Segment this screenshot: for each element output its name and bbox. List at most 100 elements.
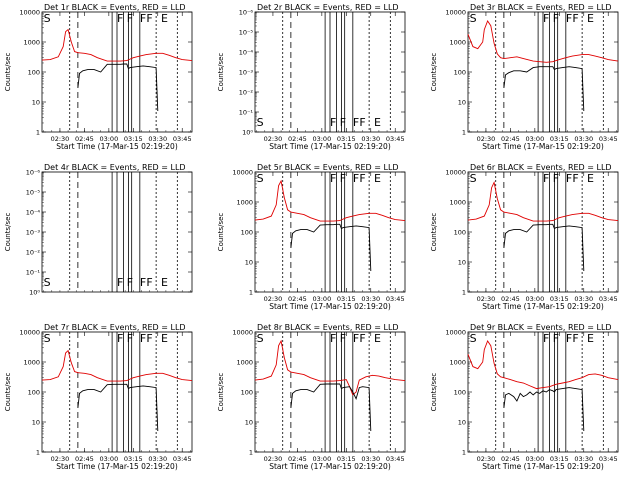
x-axis-label: Start Time (17-Mar-15 02:19:20): [269, 142, 391, 151]
y-tick-label: 10: [245, 419, 253, 427]
x-tick-label: 03:30: [148, 135, 167, 143]
marker-label: E: [161, 12, 168, 25]
marker-label: S: [44, 276, 51, 289]
marker-label: F: [117, 276, 123, 289]
y-tick-label: 10000: [445, 9, 466, 17]
y-tick-label: 10⁰: [242, 129, 253, 137]
y-tick-label: 1: [249, 449, 253, 457]
marker-label: E: [374, 116, 381, 129]
marker-label: F: [127, 332, 133, 345]
marker-label: E: [374, 172, 381, 185]
y-tick-label: 1: [462, 289, 466, 297]
events-series: [503, 66, 585, 112]
events-series: [290, 223, 372, 272]
marker-label: S: [470, 172, 477, 185]
marker-label: F: [572, 332, 578, 345]
marker-label: F: [340, 116, 346, 129]
marker-label: F: [146, 12, 152, 25]
y-tick-label: 10000: [19, 9, 40, 17]
x-tick-label: 02:30: [477, 295, 496, 303]
x-tick-label: 02:30: [264, 135, 283, 143]
x-tick-label: 03:45: [599, 135, 618, 143]
lld-series: [41, 28, 193, 62]
y-tick-label: 1000: [236, 359, 253, 367]
y-tick-label: 1000: [236, 199, 253, 207]
events-series: [290, 383, 372, 432]
x-tick-label: 03:30: [361, 455, 380, 463]
marker-label: F: [340, 172, 346, 185]
y-axis-label: Counts/sec: [217, 53, 225, 92]
panel-2: Det 2r BLACK = Events, RED = LLD 10⁰ 10⁻¹ 1…: [217, 3, 406, 151]
y-tick-label: 10⁻⁶: [26, 169, 41, 177]
marker-label: E: [374, 332, 381, 345]
panel-title: Det 9r BLACK = Events, RED = LLD: [470, 323, 612, 332]
panel-title: Det 8r BLACK = Events, RED = LLD: [257, 323, 399, 332]
marker-label: F: [359, 172, 365, 185]
x-tick-label: 02:45: [288, 295, 307, 303]
y-tick-label: 100: [241, 229, 253, 237]
marker-label: F: [330, 332, 336, 345]
y-tick-label: 1: [36, 129, 40, 137]
x-tick-label: 02:45: [288, 135, 307, 143]
x-tick-label: 02:45: [501, 455, 520, 463]
panel-title: Det 7r BLACK = Events, RED = LLD: [44, 323, 186, 332]
y-tick-label: 100: [454, 389, 466, 397]
x-tick-label: 03:15: [124, 135, 143, 143]
y-tick-label: 10: [32, 99, 40, 107]
y-tick-label: 10: [245, 259, 253, 267]
marker-label: F: [572, 172, 578, 185]
x-tick-label: 03:15: [337, 295, 356, 303]
x-tick-label: 03:00: [99, 135, 118, 143]
marker-label: E: [587, 332, 594, 345]
x-tick-label: 03:15: [337, 135, 356, 143]
y-tick-label: 100: [454, 229, 466, 237]
marker-label: S: [257, 172, 264, 185]
lld-series: [467, 180, 619, 222]
x-tick-label: 03:15: [124, 455, 143, 463]
marker-label: F: [566, 172, 572, 185]
y-tick-label: 10⁻⁵: [239, 29, 254, 37]
y-axis-label: Counts/sec: [4, 373, 12, 412]
marker-label: S: [257, 332, 264, 345]
y-tick-label: 10000: [19, 329, 40, 337]
panel-3: Det 3r BLACK = Events, RED = LLD 1 10 100 10…: [430, 3, 619, 151]
marker-label: F: [553, 332, 559, 345]
x-tick-label: 03:30: [148, 455, 167, 463]
marker-label: F: [146, 332, 152, 345]
marker-label: F: [359, 332, 365, 345]
y-tick-label: 100: [28, 69, 40, 77]
marker-label: S: [44, 332, 51, 345]
y-axis-label: Counts/sec: [4, 213, 12, 252]
marker-label: F: [140, 332, 146, 345]
panel-1: Det 1r BLACK = Events, RED = LLD 1 10 100 10…: [4, 3, 193, 151]
y-tick-label: 10000: [232, 329, 253, 337]
x-tick-label: 03:00: [312, 135, 331, 143]
marker-label: S: [470, 12, 477, 25]
y-tick-label: 10000: [232, 169, 253, 177]
marker-label: E: [587, 12, 594, 25]
y-tick-label: 10⁰: [29, 289, 40, 297]
marker-label: F: [359, 116, 365, 129]
x-tick-label: 02:45: [288, 455, 307, 463]
panel-8: Det 8r BLACK = Events, RED = LLD 1 10 100 10…: [217, 323, 406, 471]
marker-label: F: [146, 276, 152, 289]
y-tick-label: 1: [249, 289, 253, 297]
x-tick-label: 02:30: [264, 455, 283, 463]
x-tick-label: 02:30: [477, 455, 496, 463]
x-tick-label: 03:15: [550, 295, 569, 303]
marker-label: F: [543, 172, 549, 185]
y-axis-label: Counts/sec: [430, 213, 438, 252]
y-tick-label: 10: [458, 259, 466, 267]
y-tick-label: 10⁻¹: [239, 109, 254, 117]
x-tick-label: 03:30: [574, 295, 593, 303]
y-axis-label: Counts/sec: [430, 373, 438, 412]
marker-label: F: [127, 276, 133, 289]
y-tick-label: 10⁻²: [239, 89, 254, 97]
x-axis-label: Start Time (17-Mar-15 02:19:20): [56, 462, 178, 471]
x-tick-label: 03:00: [525, 295, 544, 303]
x-tick-label: 03:30: [574, 135, 593, 143]
panel-title: Det 1r BLACK = Events, RED = LLD: [44, 3, 186, 12]
y-tick-label: 100: [454, 69, 466, 77]
marker-label: F: [117, 332, 123, 345]
x-axis-label: Start Time (17-Mar-15 02:19:20): [482, 462, 604, 471]
